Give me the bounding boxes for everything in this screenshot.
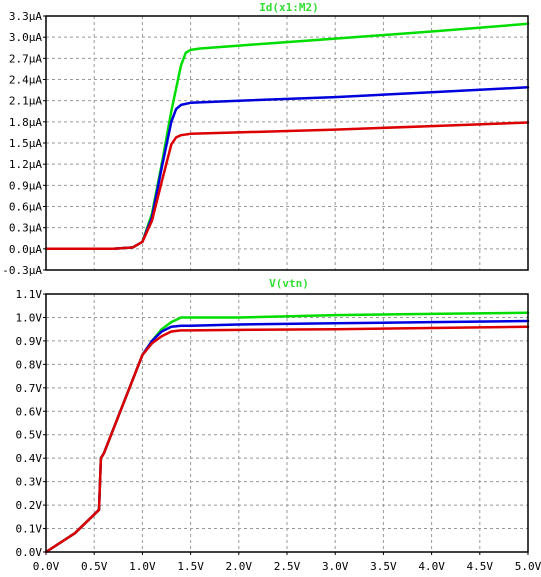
y-tick-label: 0.0V xyxy=(16,546,43,559)
y-tick-label: 3.0µA xyxy=(9,31,42,44)
x-tick-label: 1.0V xyxy=(129,560,156,573)
y-tick-label: 0.6µA xyxy=(9,201,42,214)
bottom-plot-frame xyxy=(45,293,529,553)
bot-trace-3 xyxy=(44,325,530,554)
y-tick-label: 0.5V xyxy=(16,429,43,442)
x-tick-label: 2.5V xyxy=(274,560,301,573)
top-plot-frame xyxy=(45,15,529,271)
x-tick-label: 2.0V xyxy=(226,560,253,573)
y-tick-label: 0.2V xyxy=(16,499,43,512)
bottom-plot-title: V(vtn) xyxy=(269,277,309,290)
x-tick-label: 3.5V xyxy=(370,560,397,573)
y-tick-label: 0.9µA xyxy=(9,179,42,192)
y-tick-label: 2.7µA xyxy=(9,52,42,65)
top-trace-3 xyxy=(44,121,530,251)
y-tick-label: 1.0V xyxy=(16,311,43,324)
x-tick-label: 3.0V xyxy=(322,560,349,573)
y-tick-label: 0.3µA xyxy=(9,222,42,235)
x-tick-label: 4.0V xyxy=(418,560,445,573)
y-tick-label: 0.6V xyxy=(16,405,43,418)
y-tick-label: 0.1V xyxy=(16,523,43,536)
y-tick-label: 0.3V xyxy=(16,476,43,489)
x-tick-label: 0.5V xyxy=(81,560,108,573)
y-tick-label: 1.5µA xyxy=(9,137,42,150)
y-tick-label: 1.2µA xyxy=(9,158,42,171)
y-tick-label: 1.8µA xyxy=(9,116,42,129)
x-tick-label: 1.5V xyxy=(177,560,204,573)
y-tick-label: 0.0µA xyxy=(9,243,42,256)
y-tick-label: 0.9V xyxy=(16,335,43,348)
y-tick-label: 2.1µA xyxy=(9,95,42,108)
y-tick-label: 0.4V xyxy=(16,452,43,465)
y-tick-label: 0.7V xyxy=(16,382,43,395)
y-tick-label: 3.3µA xyxy=(9,10,42,23)
y-tick-label: 0.8V xyxy=(16,358,43,371)
y-tick-label: 2.4µA xyxy=(9,74,42,87)
x-tick-label: 0.0V xyxy=(33,560,60,573)
y-tick-label: -0.3µA xyxy=(2,264,42,277)
y-tick-label: 1.1V xyxy=(16,288,43,301)
top-plot-title: Id(x1:M2) xyxy=(259,1,319,14)
x-tick-label: 5.0V xyxy=(515,560,541,573)
x-tick-label: 4.5V xyxy=(467,560,494,573)
